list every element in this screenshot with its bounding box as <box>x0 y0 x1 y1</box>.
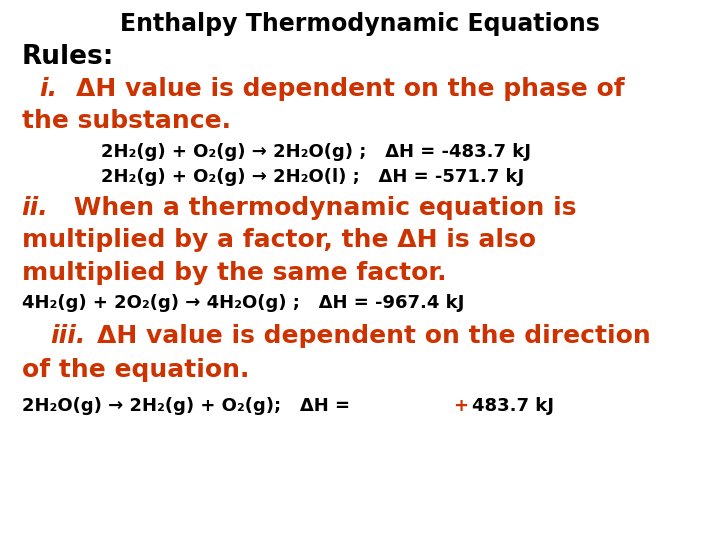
Text: ii.: ii. <box>22 196 48 220</box>
Text: Enthalpy Thermodynamic Equations: Enthalpy Thermodynamic Equations <box>120 12 600 36</box>
Text: 483.7 kJ: 483.7 kJ <box>472 397 554 415</box>
Text: ΔH value is dependent on the direction: ΔH value is dependent on the direction <box>97 324 651 348</box>
Text: 2H₂(g) + O₂(g) → 2H₂O(g) ;   ΔH = -483.7 kJ: 2H₂(g) + O₂(g) → 2H₂O(g) ; ΔH = -483.7 k… <box>101 143 531 161</box>
Text: 2H₂(g) + O₂(g) → 2H₂O(l) ;   ΔH = -571.7 kJ: 2H₂(g) + O₂(g) → 2H₂O(l) ; ΔH = -571.7 k… <box>101 168 524 186</box>
Text: the substance.: the substance. <box>22 110 230 133</box>
Text: i.: i. <box>40 77 58 101</box>
Text: 4H₂(g) + 2O₂(g) → 4H₂O(g) ;   ΔH = -967.4 kJ: 4H₂(g) + 2O₂(g) → 4H₂O(g) ; ΔH = -967.4 … <box>22 294 464 313</box>
Text: ΔH value is dependent on the phase of: ΔH value is dependent on the phase of <box>76 77 624 101</box>
Text: +: + <box>453 397 468 415</box>
Text: iii.: iii. <box>50 324 86 348</box>
Text: of the equation.: of the equation. <box>22 358 249 382</box>
Text: multiplied by a factor, the ΔH is also: multiplied by a factor, the ΔH is also <box>22 228 536 252</box>
Text: multiplied by the same factor.: multiplied by the same factor. <box>22 261 446 285</box>
Text: 2H₂O(g) → 2H₂(g) + O₂(g);   ΔH =: 2H₂O(g) → 2H₂(g) + O₂(g); ΔH = <box>22 397 356 415</box>
Text: When a thermodynamic equation is: When a thermodynamic equation is <box>65 196 576 220</box>
Text: Rules:: Rules: <box>22 44 114 70</box>
